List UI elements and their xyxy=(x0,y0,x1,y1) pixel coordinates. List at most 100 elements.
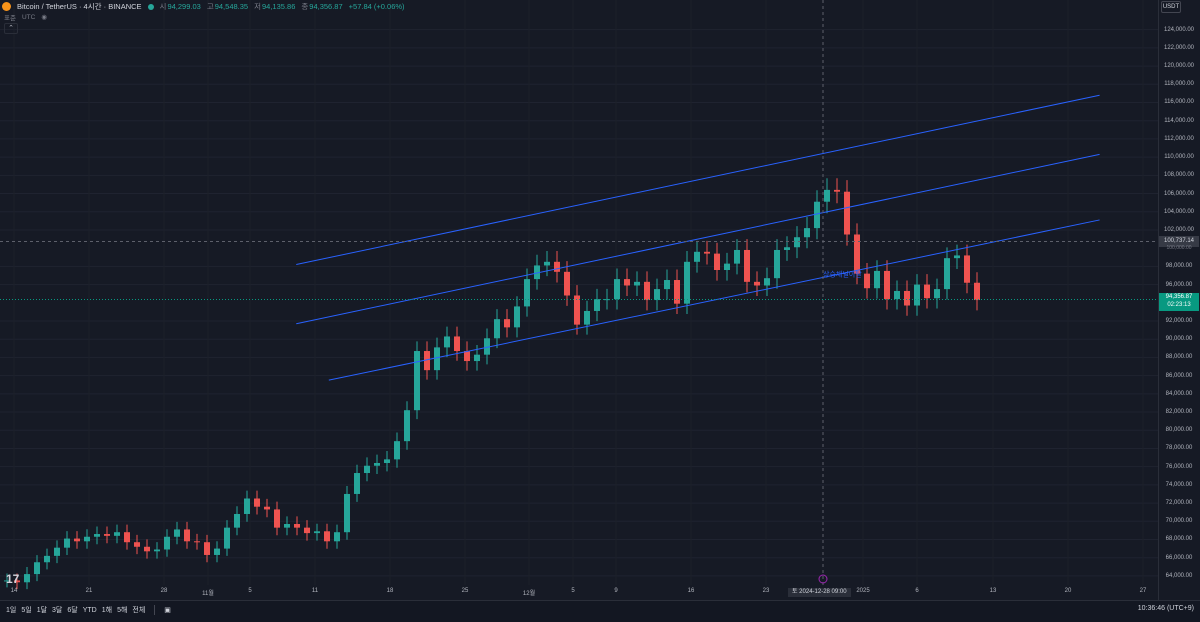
candle-body xyxy=(624,279,630,286)
time-axis-label: 28 xyxy=(160,588,168,594)
price-axis-label: 80,000.00 xyxy=(1165,427,1193,434)
tf-ytd[interactable]: YTD xyxy=(82,606,97,614)
time-axis-label: 27 xyxy=(1139,588,1147,594)
clock[interactable]: 10:36:46 (UTC+9) xyxy=(1137,605,1194,612)
price-axis-label: 68,000.00 xyxy=(1165,536,1193,543)
candle-body xyxy=(754,281,760,286)
time-axis[interactable] xyxy=(0,600,1200,622)
candle-body xyxy=(874,270,880,289)
time-axis-label: 13 xyxy=(989,588,997,594)
tf-1d[interactable]: 1일 xyxy=(6,607,17,614)
candle-body xyxy=(24,574,30,583)
low-label: 저 xyxy=(254,2,261,11)
candle-body xyxy=(174,529,180,537)
last-price-tag: 94,356.87 02:23:13 xyxy=(1159,292,1199,311)
divider xyxy=(154,605,156,615)
candle-body xyxy=(544,261,550,266)
event-marker-icon xyxy=(818,574,828,584)
time-axis-label: 5 xyxy=(248,588,252,594)
tradingview-logo[interactable]: 17 xyxy=(6,572,20,586)
candle-body xyxy=(504,319,510,328)
candle-body xyxy=(684,261,690,304)
time-axis-label: 6 xyxy=(915,588,919,594)
candle-body xyxy=(344,493,350,533)
date-range-icon[interactable]: ▣ xyxy=(164,607,171,614)
currency-button[interactable]: USDT xyxy=(1161,1,1181,13)
candle-body xyxy=(714,253,720,271)
candle-body xyxy=(34,562,40,575)
candle-body xyxy=(844,191,850,235)
collapse-legend-button[interactable]: ⌃ xyxy=(4,23,18,34)
candle-body xyxy=(824,189,830,202)
open-value: 94,299.03 xyxy=(167,2,201,11)
high-value: 94,548.35 xyxy=(214,2,249,11)
crosshair-sub: 100,000.00 xyxy=(1166,245,1192,251)
tf-6m[interactable]: 6달 xyxy=(67,607,78,614)
candle-body xyxy=(64,538,70,548)
channel-line xyxy=(328,219,1100,381)
candle-body xyxy=(514,306,520,328)
symbol-name[interactable]: Bitcoin / TetherUS · 4시간 · BINANCE xyxy=(17,2,142,11)
candle-body xyxy=(314,531,320,534)
candle-body xyxy=(904,290,910,306)
last-price: 94,356.87 xyxy=(1165,293,1193,300)
candle-body xyxy=(234,513,240,528)
price-axis-label: 116,000.00 xyxy=(1164,99,1194,106)
price-axis-label: 78,000.00 xyxy=(1165,445,1193,452)
tf-1y[interactable]: 1해 xyxy=(101,607,113,614)
candle-body xyxy=(194,541,200,543)
candle-body xyxy=(274,509,280,528)
candle-body xyxy=(224,527,230,549)
tf-all[interactable]: 전체 xyxy=(132,607,146,614)
candle-body xyxy=(814,201,820,229)
cursor-date-label: 토 2024-12-28 09:00 xyxy=(788,588,851,597)
candle-body xyxy=(164,536,170,550)
candle-body xyxy=(654,289,660,301)
candle-body xyxy=(414,351,420,411)
chart-area[interactable]: 상승채널이탈 xyxy=(0,0,1158,600)
price-axis-label: 66,000.00 xyxy=(1165,554,1193,561)
price-axis-label: 64,000.00 xyxy=(1165,572,1193,579)
open-label: 시 xyxy=(159,2,167,11)
change-value: +57.84 (+0.06%) xyxy=(348,2,405,11)
price-axis-label: 110,000.00 xyxy=(1164,154,1194,161)
price-axis-label: 70,000.00 xyxy=(1165,518,1193,525)
candle-body xyxy=(634,281,640,286)
crosshair-price: 100,737.14 xyxy=(1163,238,1195,245)
candle-body xyxy=(364,465,370,474)
price-axis-label: 86,000.00 xyxy=(1165,372,1193,379)
sub-legend-mid: UTC xyxy=(21,13,36,21)
candle-body xyxy=(304,527,310,534)
candle-body xyxy=(524,279,530,307)
candle-body xyxy=(384,459,390,464)
candle-body xyxy=(794,237,800,248)
time-axis-label: 18 xyxy=(386,588,394,594)
candlestick-chart[interactable]: 상승채널이탈 xyxy=(0,0,1158,600)
time-axis-label: 20 xyxy=(1064,588,1072,594)
candle-body xyxy=(14,580,20,583)
candle-body xyxy=(724,263,730,271)
candle-body xyxy=(464,351,470,362)
candle-body xyxy=(44,555,50,563)
channel-line xyxy=(296,153,1100,325)
symbol-legend: Bitcoin / TetherUS · 4시간 · BINANCE 시94,2… xyxy=(2,1,405,12)
time-axis-label: 16 xyxy=(687,588,695,594)
tf-3m[interactable]: 3달 xyxy=(52,607,63,614)
price-axis-label: 122,000.00 xyxy=(1163,44,1195,51)
candle-body xyxy=(574,295,580,325)
candle-body xyxy=(784,247,790,250)
candle-body xyxy=(374,463,380,466)
candle-body xyxy=(84,536,90,542)
eye-icon[interactable]: ◉ xyxy=(41,14,47,21)
candle-body xyxy=(204,542,210,555)
candle-body xyxy=(584,310,590,325)
tf-5y[interactable]: 5해 xyxy=(117,607,128,614)
candle-body xyxy=(594,299,600,311)
close-value: 94,356.87 xyxy=(309,2,343,11)
candle-body xyxy=(184,529,190,542)
tf-1m[interactable]: 1달 xyxy=(36,607,48,614)
price-axis-label: 74,000.00 xyxy=(1165,481,1193,488)
tf-5d[interactable]: 5일 xyxy=(21,607,32,614)
candle-body xyxy=(954,255,960,259)
candle-body xyxy=(474,354,480,362)
